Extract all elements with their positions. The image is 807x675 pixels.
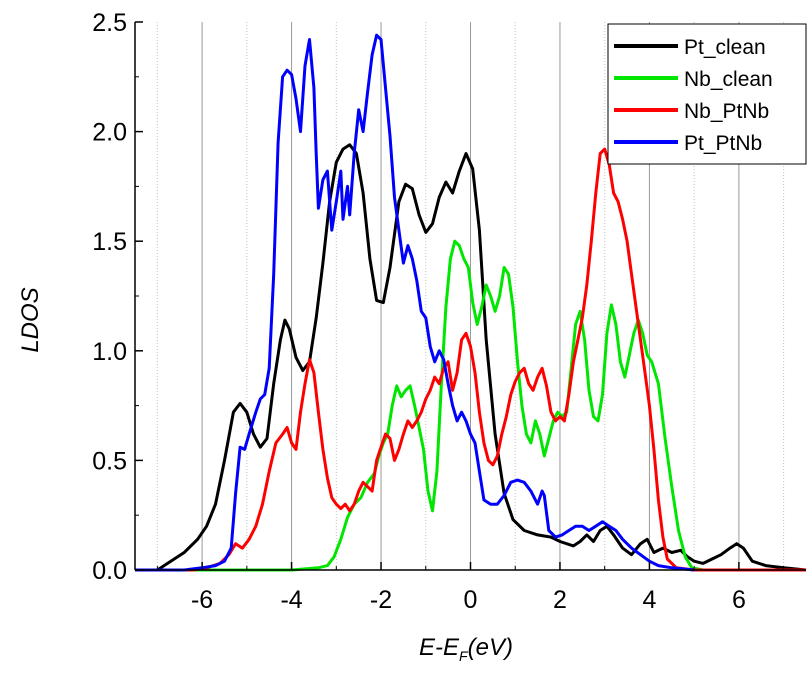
x-tick-label: 4 xyxy=(642,586,656,614)
y-tick-label: 2.5 xyxy=(92,9,127,37)
y-tick-label: 1.5 xyxy=(92,228,127,256)
legend-label: Nb_PtNb xyxy=(684,100,769,123)
x-axis-title-unit: (eV) xyxy=(468,634,513,661)
y-tick-label: 0.5 xyxy=(92,447,127,475)
legend: Pt_clean Nb_clean Nb_PtNb Pt_PtNb xyxy=(607,23,807,165)
x-axis-title-main: E-E xyxy=(419,634,460,661)
x-axis-title-subscript: F xyxy=(459,648,469,664)
legend-label: Pt_clean xyxy=(684,36,766,59)
x-tick-label: -4 xyxy=(280,586,302,614)
series-layer xyxy=(135,33,807,572)
axes-layer: 0.0 0.5 1.0 1.5 2.0 2.5 -6 -4 -2 0 2 4 6 xyxy=(92,9,806,614)
series-line-nb-ptnb xyxy=(135,147,806,572)
x-axis-title: E-EF(eV) xyxy=(419,634,513,664)
y-tick-label: 1.0 xyxy=(92,338,127,366)
x-tick-label: -6 xyxy=(191,586,213,614)
x-tick-label: 6 xyxy=(732,586,746,614)
legend-label: Nb_clean xyxy=(684,68,773,91)
y-tick-label: 2.0 xyxy=(92,119,127,147)
legend-label: Pt_PtNb xyxy=(684,132,762,155)
y-tick-label: 0.0 xyxy=(92,557,127,585)
x-tick-label: 0 xyxy=(464,586,478,614)
series-line-pt-clean xyxy=(135,143,807,572)
x-tick-label: -2 xyxy=(370,586,392,614)
series-line-pt-ptnb xyxy=(135,33,695,572)
y-axis-title: LDOS xyxy=(17,287,44,352)
x-tick-label: 2 xyxy=(553,586,567,614)
